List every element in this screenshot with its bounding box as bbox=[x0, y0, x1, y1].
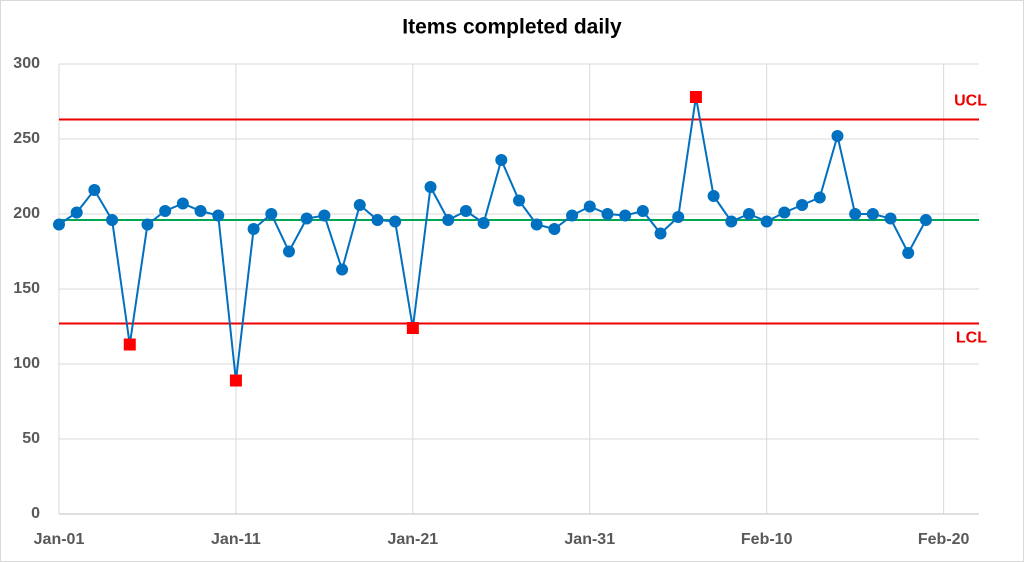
y-tick-label: 50 bbox=[22, 430, 40, 447]
reference-label: UCL bbox=[954, 93, 987, 110]
y-tick-label: 0 bbox=[31, 505, 40, 522]
data-point bbox=[566, 209, 579, 222]
data-point bbox=[53, 218, 65, 231]
data-point bbox=[866, 208, 879, 220]
data-point bbox=[760, 215, 773, 228]
data-point bbox=[796, 199, 809, 211]
data-point bbox=[477, 217, 490, 229]
x-tick-label: Jan-31 bbox=[564, 531, 615, 548]
x-tick-label: Jan-01 bbox=[34, 531, 85, 548]
data-point bbox=[725, 215, 738, 228]
x-tick-label: Feb-10 bbox=[741, 531, 793, 548]
data-point bbox=[442, 214, 455, 226]
outlier-marker bbox=[406, 322, 419, 334]
data-point bbox=[70, 206, 83, 219]
data-point bbox=[849, 208, 862, 220]
data-point bbox=[884, 212, 897, 225]
reference-label: LCL bbox=[956, 330, 987, 347]
data-point bbox=[212, 209, 225, 222]
data-point bbox=[318, 209, 331, 222]
data-point bbox=[88, 184, 101, 196]
data-point bbox=[459, 205, 472, 217]
data-point bbox=[672, 211, 685, 223]
data-point bbox=[176, 197, 189, 210]
x-tick-label: Jan-11 bbox=[211, 531, 261, 548]
data-point bbox=[530, 218, 543, 231]
data-point bbox=[902, 247, 915, 259]
data-point bbox=[247, 223, 260, 235]
data-point bbox=[654, 227, 667, 240]
data-point bbox=[106, 214, 119, 226]
data-point bbox=[159, 205, 172, 217]
outlier-marker bbox=[123, 338, 136, 351]
data-point bbox=[743, 208, 755, 220]
x-tick-label: Feb-20 bbox=[918, 531, 970, 548]
data-point bbox=[336, 263, 349, 276]
data-point bbox=[495, 154, 508, 166]
x-tick-label: Jan-21 bbox=[387, 531, 438, 548]
data-point bbox=[300, 212, 313, 225]
data-point bbox=[371, 214, 384, 226]
data-point bbox=[389, 215, 402, 228]
data-point bbox=[619, 209, 632, 222]
data-point bbox=[283, 245, 295, 258]
outlier-marker bbox=[689, 91, 702, 103]
data-point bbox=[813, 191, 826, 204]
y-tick-label: 200 bbox=[13, 205, 40, 222]
y-tick-label: 250 bbox=[13, 130, 40, 147]
chart-title: Items completed daily bbox=[402, 16, 622, 39]
data-point bbox=[601, 208, 614, 220]
y-tick-label: 100 bbox=[13, 355, 40, 372]
data-point bbox=[141, 218, 154, 231]
data-point bbox=[194, 205, 207, 217]
data-point bbox=[707, 190, 720, 202]
data-point bbox=[636, 205, 649, 217]
data-point bbox=[265, 208, 278, 220]
data-point bbox=[919, 214, 932, 226]
y-tick-label: 300 bbox=[13, 55, 40, 72]
data-point bbox=[353, 199, 366, 211]
data-point bbox=[583, 200, 596, 213]
outlier-marker bbox=[229, 374, 242, 387]
y-tick-label: 150 bbox=[13, 280, 40, 297]
data-point bbox=[548, 223, 561, 235]
data-point bbox=[513, 194, 525, 207]
data-point bbox=[831, 130, 844, 142]
data-point bbox=[778, 206, 791, 219]
data-point bbox=[424, 181, 437, 193]
